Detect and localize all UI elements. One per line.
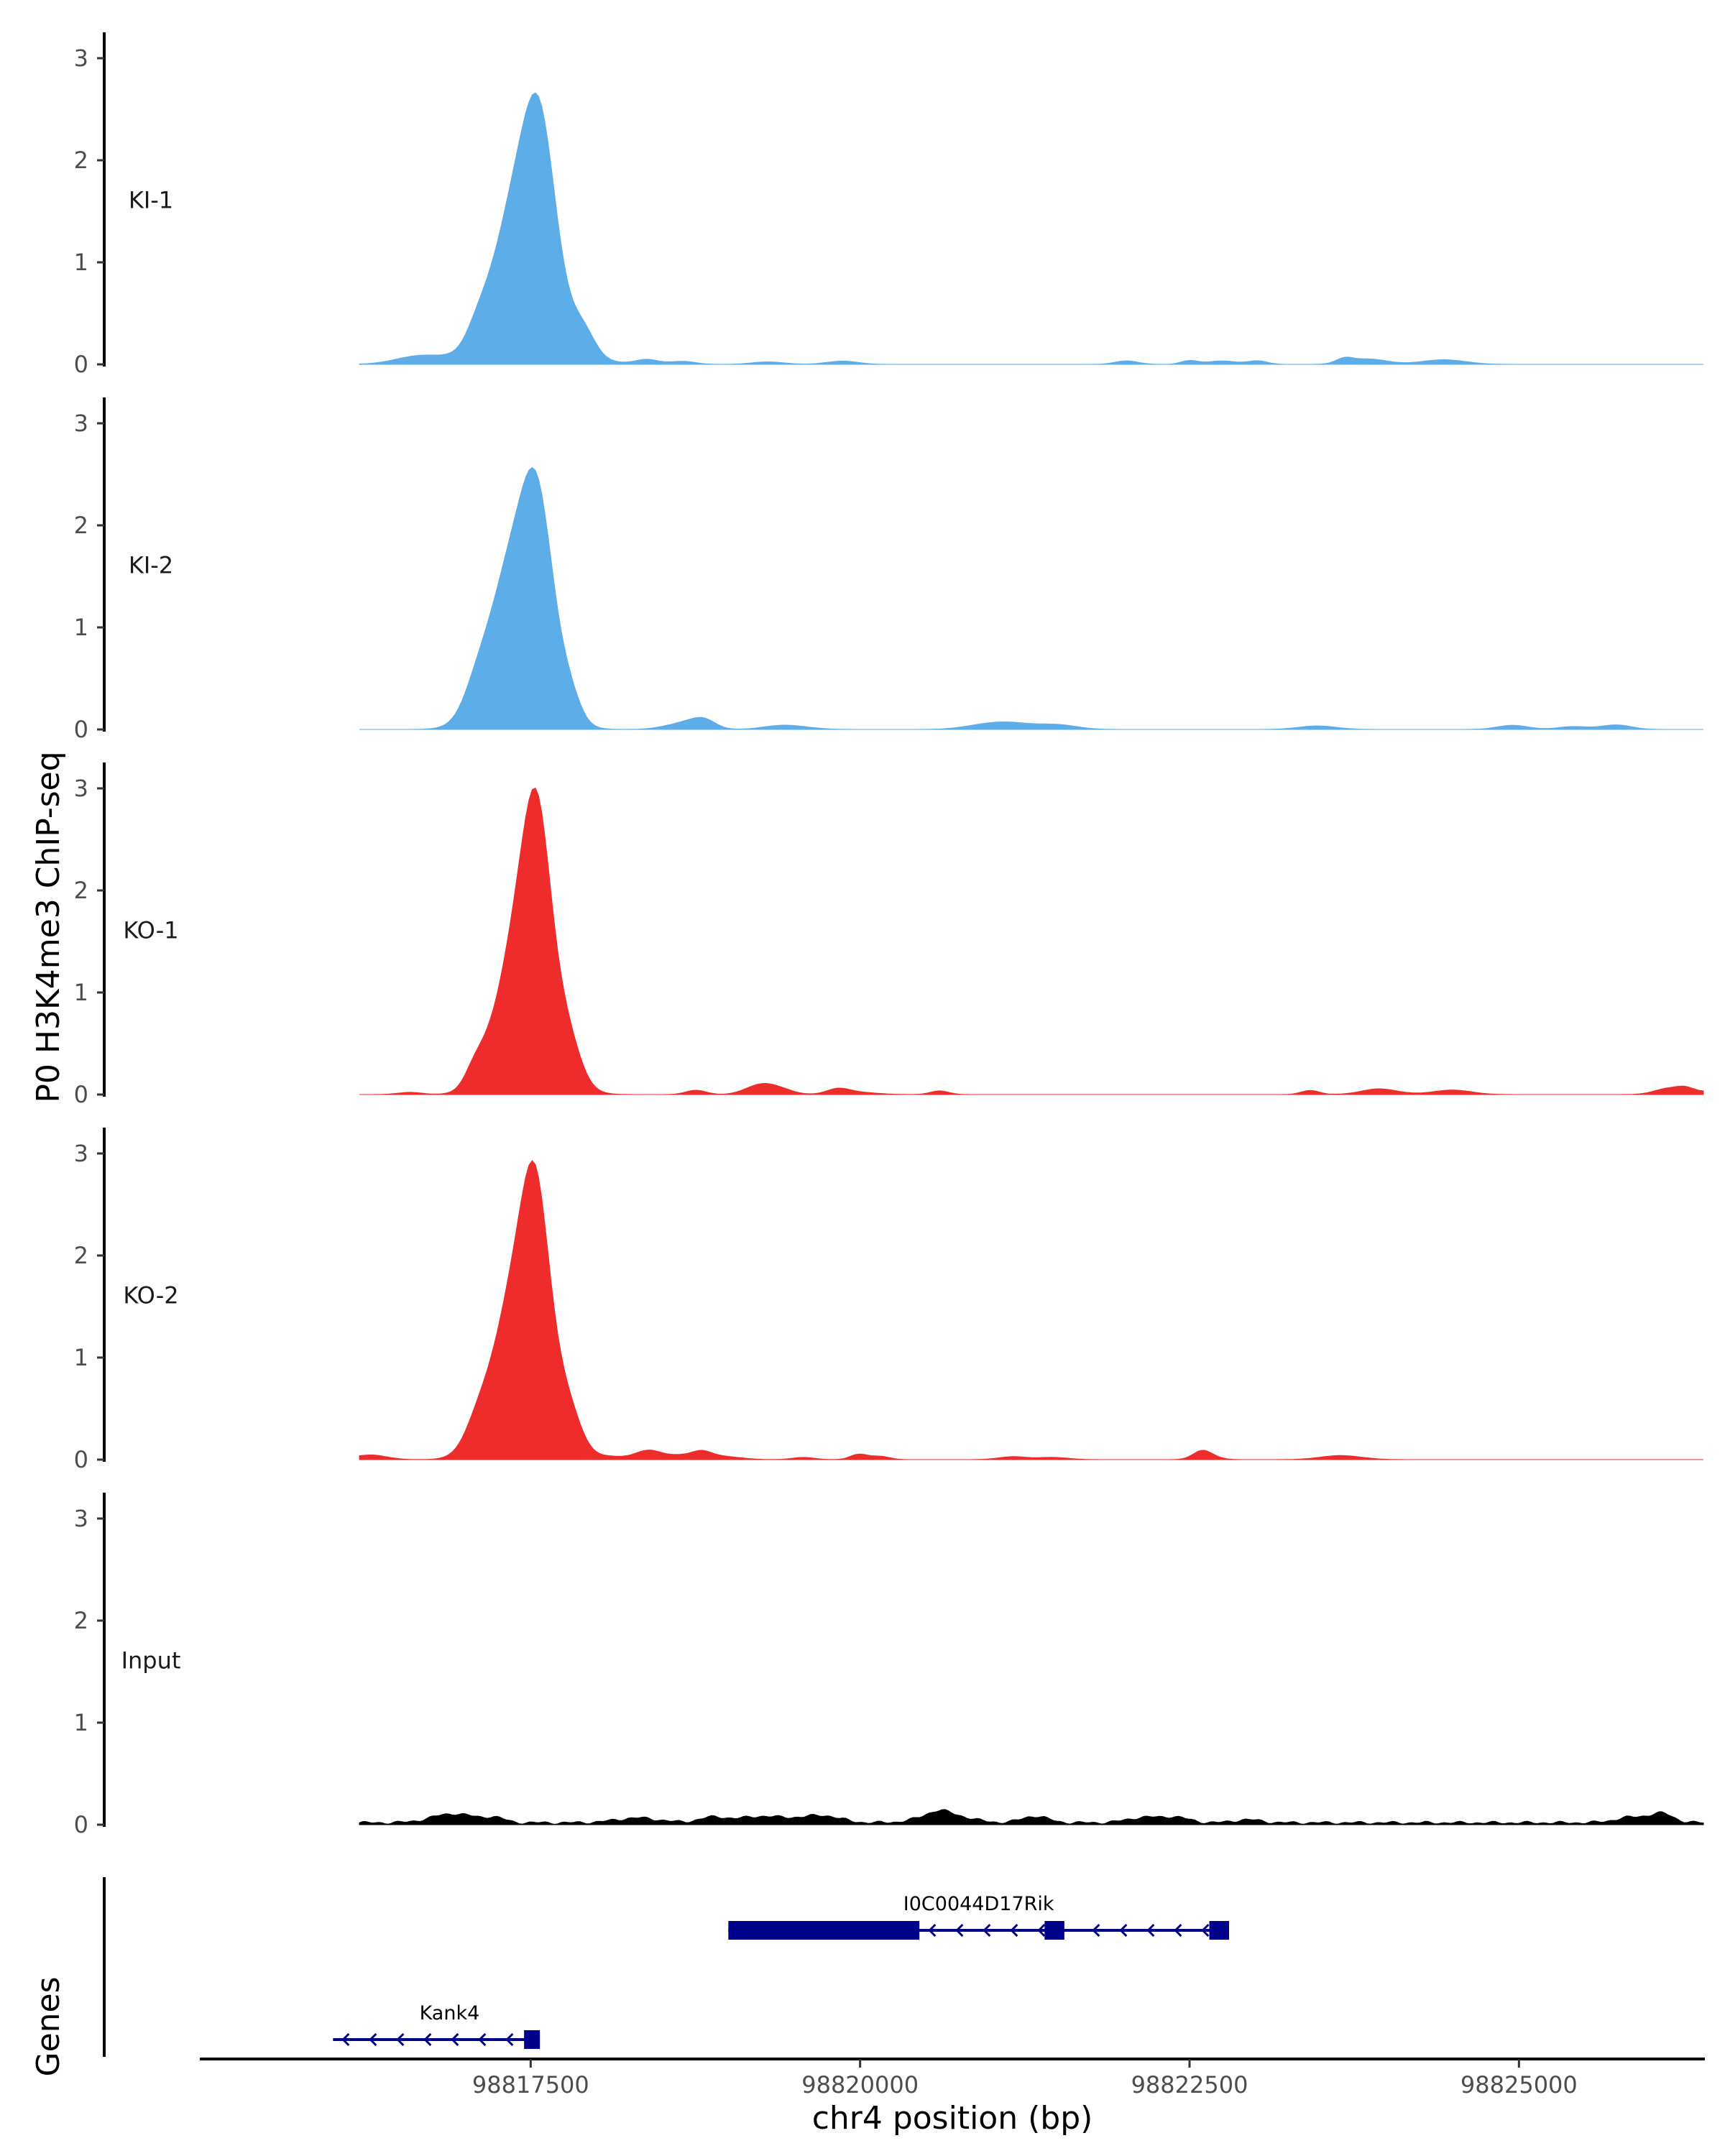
x-tick-label: 98817500 bbox=[472, 2071, 589, 2099]
gene-exon bbox=[1044, 1921, 1064, 1940]
strand-arrow bbox=[1119, 1923, 1128, 1938]
genes-panel: Genes I0C0044D17Rik Kank4 bbox=[30, 1877, 1229, 2077]
x-axis-title: chr4 position (bp) bbox=[812, 2100, 1093, 2137]
y-tick-label: 2 bbox=[74, 877, 88, 904]
strand-arrow bbox=[478, 2032, 487, 2047]
strand-arrow bbox=[928, 1923, 937, 1938]
gene-exon bbox=[728, 1921, 920, 1940]
y-tick-label: 3 bbox=[74, 410, 88, 437]
strand-arrow bbox=[451, 2032, 459, 2047]
signal-area-ko-2 bbox=[359, 1160, 1703, 1460]
x-axis: 98817500 98820000 98822500 98825000 bbox=[200, 2058, 1705, 2099]
y-tick-label: 1 bbox=[74, 249, 88, 276]
y-tick-label: 3 bbox=[74, 1140, 88, 1167]
signal-area-ki-2 bbox=[359, 466, 1703, 730]
y-tick-label: 2 bbox=[74, 147, 88, 174]
y-tick-label: 1 bbox=[74, 1344, 88, 1371]
y-tick-label: 2 bbox=[74, 1242, 88, 1269]
signal-area-input bbox=[359, 1809, 1704, 1825]
signal-area-ko-1 bbox=[359, 787, 1704, 1095]
track-ki-1: 0 1 2 3 KI-1 bbox=[74, 32, 1703, 378]
track-label: KI-2 bbox=[129, 552, 173, 579]
gene-exon bbox=[524, 2030, 540, 2049]
y-tick-label: 3 bbox=[74, 1505, 88, 1532]
y-tick-label: 1 bbox=[74, 614, 88, 641]
y-tick-label: 1 bbox=[74, 979, 88, 1006]
track-label: KO-2 bbox=[123, 1282, 178, 1309]
y-tick-label: 0 bbox=[74, 351, 88, 378]
x-tick-label: 98825000 bbox=[1460, 2071, 1578, 2099]
track-label: KI-1 bbox=[129, 187, 173, 214]
y-tick-label: 0 bbox=[74, 1811, 88, 1838]
gene-kank4: Kank4 bbox=[333, 2002, 540, 2049]
strand-arrow bbox=[1174, 1923, 1182, 1938]
y-tick-label: 2 bbox=[74, 1607, 88, 1634]
strand-arrow bbox=[423, 2032, 432, 2047]
track-label: KO-1 bbox=[123, 917, 178, 944]
signal-tracks: 0 1 2 3 KI-1 0 1 2 3 KI-2 0 1 2 3 KO-1 0 1 2 3 KO-2 0 1 2 3 Inpu… bbox=[74, 32, 1704, 1838]
x-tick-label: 98822500 bbox=[1131, 2071, 1248, 2099]
strand-arrow bbox=[505, 2032, 514, 2047]
y-tick-label: 0 bbox=[74, 716, 88, 743]
strand-arrow bbox=[1010, 1923, 1018, 1938]
track-ko-1: 0 1 2 3 KO-1 bbox=[74, 763, 1704, 1108]
strand-arrow bbox=[1146, 1923, 1155, 1938]
track-ki-2: 0 1 2 3 KI-2 bbox=[74, 397, 1703, 743]
y-axis-title: P0 H3K4me3 ChIP-seq bbox=[30, 751, 67, 1102]
y-tick-label: 3 bbox=[74, 45, 88, 72]
strand-arrow bbox=[341, 2032, 350, 2047]
signal-area-ki-1 bbox=[359, 92, 1703, 365]
y-tick-label: 3 bbox=[74, 775, 88, 802]
strand-arrow bbox=[1037, 1923, 1046, 1938]
y-tick-label: 2 bbox=[74, 512, 88, 539]
gene-i0c0044d17rik: I0C0044D17Rik bbox=[728, 1893, 1229, 1940]
strand-arrow bbox=[369, 2032, 377, 2047]
y-tick-label: 1 bbox=[74, 1709, 88, 1736]
strand-arrow bbox=[396, 2032, 405, 2047]
gene-label: Kank4 bbox=[420, 2002, 480, 2024]
y-tick-label: 0 bbox=[74, 1446, 88, 1473]
track-label: Input bbox=[121, 1647, 181, 1674]
strand-arrow bbox=[1092, 1923, 1100, 1938]
x-tick-label: 98820000 bbox=[801, 2071, 919, 2099]
strand-arrow bbox=[983, 1923, 991, 1938]
y-tick-label: 0 bbox=[74, 1081, 88, 1108]
strand-arrow bbox=[955, 1923, 964, 1938]
track-ko-2: 0 1 2 3 KO-2 bbox=[74, 1128, 1703, 1473]
gene-exon bbox=[1209, 1921, 1229, 1940]
genes-axis-title: Genes bbox=[30, 1976, 67, 2076]
gene-label: I0C0044D17Rik bbox=[903, 1893, 1054, 1915]
track-input: 0 1 2 3 Input bbox=[74, 1493, 1704, 1838]
strand-arrow bbox=[1201, 1923, 1210, 1938]
